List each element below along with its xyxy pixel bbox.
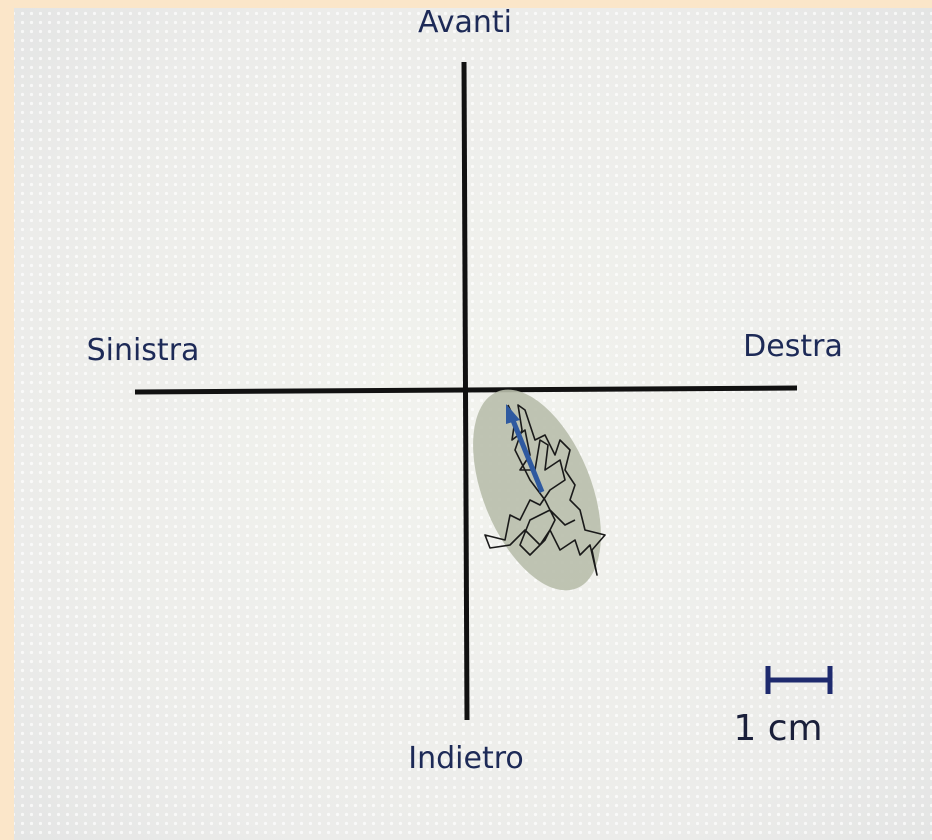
label-right: Destra [743, 329, 843, 364]
arrow-head [506, 404, 520, 424]
direction-arrow [509, 417, 545, 493]
label-left: Sinistra [87, 333, 200, 368]
label-bottom: Indietro [408, 741, 524, 776]
sway-path [484, 404, 606, 576]
scale-label: 1 cm [733, 708, 822, 749]
scale-bar [765, 666, 833, 694]
label-top: Avanti [418, 5, 512, 40]
horizontal-axis [134, 385, 798, 395]
screen-texture [14, 8, 932, 840]
